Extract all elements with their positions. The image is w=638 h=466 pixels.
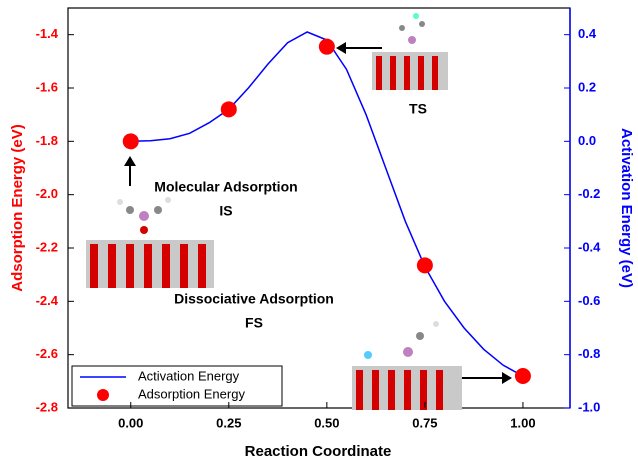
y-axis-title: Adsorption Energy (eV) xyxy=(9,124,26,292)
y-tick-label: -1.8 xyxy=(36,133,58,148)
structure-is xyxy=(86,197,214,288)
adsorption-point xyxy=(515,368,531,384)
plot-frame xyxy=(68,8,570,408)
adsorption-point xyxy=(319,39,335,55)
annotation: Molecular Adsorption xyxy=(154,179,297,195)
y-tick-label: -1.6 xyxy=(36,79,58,94)
y-tick-label: -2.8 xyxy=(36,399,58,414)
x-axis-title: Reaction Coordinate xyxy=(245,443,392,460)
annotation: FS xyxy=(245,315,263,331)
y2-tick-label: -1.0 xyxy=(578,399,600,414)
y-tick-label: -1.4 xyxy=(36,26,59,41)
y2-tick-label: 0.4 xyxy=(578,26,597,41)
x-tick-label: 0.75 xyxy=(412,415,437,430)
arrows xyxy=(124,42,512,384)
y2-tick-label: 0.2 xyxy=(578,79,596,94)
adsorption-point xyxy=(221,101,237,117)
x-tick-label: 1.00 xyxy=(510,415,535,430)
y2-tick-label: -0.4 xyxy=(578,239,601,254)
legend-label: Activation Energy xyxy=(138,368,240,383)
adsorption-point xyxy=(417,257,433,273)
y-tick-label: -2.4 xyxy=(36,293,59,308)
y2-tick-label: -0.2 xyxy=(578,186,600,201)
annotation: IS xyxy=(219,203,232,219)
legend-label: Adsorption Energy xyxy=(138,386,245,401)
activation-line xyxy=(131,32,523,376)
chart: Reaction Coordinate Adsorption Energy (e… xyxy=(0,0,638,466)
y-tick-label: -2.0 xyxy=(36,186,58,201)
structure-ts xyxy=(372,13,448,90)
legend-swatch xyxy=(97,389,109,401)
y-tick-label: -2.6 xyxy=(36,346,58,361)
x-tick-label: 0.25 xyxy=(216,415,241,430)
adsorption-point xyxy=(123,133,139,149)
y2-tick-label: -0.8 xyxy=(578,346,600,361)
structure-fs xyxy=(352,321,462,410)
y2-tick-label: 0.0 xyxy=(578,133,596,148)
x-tick-label: 0.00 xyxy=(118,415,143,430)
y2-axis-title: Activation Energy (eV) xyxy=(618,128,635,288)
annotation: TS xyxy=(409,101,427,117)
y2-tick-label: -0.6 xyxy=(578,293,600,308)
annotation: Dissociative Adsorption xyxy=(174,291,334,307)
x-tick-label: 0.50 xyxy=(314,415,339,430)
y-tick-label: -2.2 xyxy=(36,239,58,254)
